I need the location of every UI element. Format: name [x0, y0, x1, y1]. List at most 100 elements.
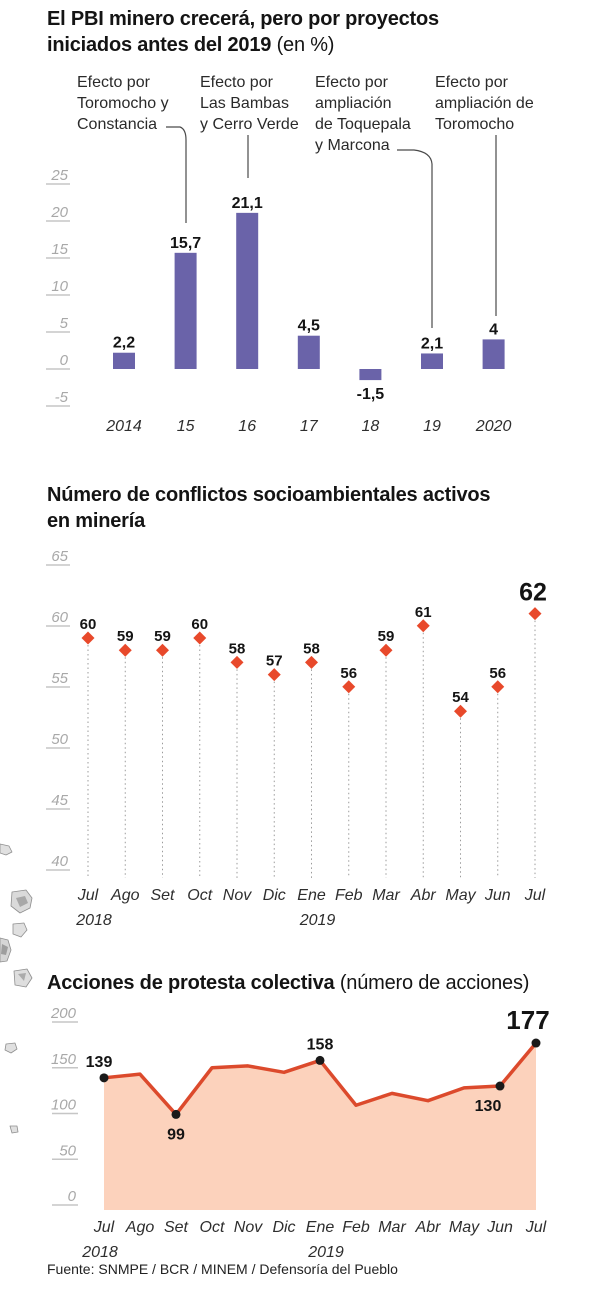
bar-value-label: 2,2: [113, 335, 135, 352]
pbi-bar-chart: 25 20 15 10 5 0 -5 2,2 2014 15,7 15 21,1 16 4,5 17 -1,5…: [46, 126, 512, 435]
y-tick-label: 45: [51, 792, 68, 809]
chart1-title-line1: El PBI minero crecerá, pero por proyecto…: [47, 8, 439, 30]
point-value-label: 59: [378, 628, 395, 645]
x-axis-label: Ago: [125, 1219, 155, 1236]
y-tick-label: 15: [51, 241, 68, 258]
point-value-label: 139: [86, 1054, 113, 1071]
x-axis-label: Oct: [200, 1219, 225, 1236]
bar: [359, 369, 382, 381]
point-value-label: 56: [489, 665, 506, 682]
y-tick-label: 55: [51, 670, 68, 687]
protests-area-chart: 200 150 100 50 0 139 99 158 130 177 Jul Ago Set Oct No…: [50, 1005, 550, 1261]
y-tick-label: 50: [59, 1142, 76, 1159]
x-axis-label: Nov: [223, 887, 252, 904]
bar-value-label: 4: [489, 321, 498, 338]
annotation: Efecto por ampliación de Toromocho: [435, 72, 534, 135]
chart3-title: Acciones de protesta colectiva (número d…: [47, 970, 587, 996]
bar: [297, 335, 320, 369]
point-value-label: 60: [80, 616, 97, 633]
x-axis-label: Oct: [187, 887, 212, 904]
highlight-value-label: 177: [506, 1005, 549, 1035]
chart3-title-bold: Acciones de protesta colectiva: [47, 972, 335, 994]
x-axis-label: Mar: [378, 1219, 406, 1236]
conflicts-scatter-chart: 65 60 55 50 45 40 60 Jul 59 Ago 59 Set 60 Oct 58 Nov 57 D…: [46, 548, 547, 929]
x-axis-label: Feb: [342, 1219, 370, 1236]
y-tick-label: 150: [51, 1051, 77, 1068]
point-value-label: 158: [307, 1036, 334, 1053]
x-axis-label: Jul: [524, 887, 546, 904]
annotation-line: Las Bambas: [200, 95, 289, 112]
bar: [174, 252, 197, 369]
point-value-label: 56: [340, 665, 357, 682]
point-value-label: 60: [191, 616, 208, 633]
highlight-value-label: 62: [519, 579, 547, 607]
annotation-line: ampliación de: [435, 95, 534, 112]
point-value-label: 58: [303, 640, 320, 657]
point-value-label: 59: [117, 628, 134, 645]
y-tick-label: 0: [68, 1188, 77, 1205]
x-axis-label: May: [445, 887, 476, 904]
annotation: Efecto por ampliación de Toquepala y Marcon…: [315, 72, 411, 156]
diamond-marker: [528, 607, 542, 621]
source-line: Fuente: SNMPE / BCR / MINEM / Defensoría…: [47, 1261, 398, 1277]
x-axis-label: Abr: [415, 1219, 442, 1236]
x-axis-label: 17: [300, 418, 319, 435]
data-point-dot: [495, 1081, 505, 1091]
annotation: Efecto por Toromocho y Constancia: [77, 72, 169, 135]
y-tick-label: 100: [51, 1097, 77, 1114]
annotation-connector: [397, 149, 433, 328]
x-axis-label: 19: [423, 418, 441, 435]
x-axis-label: Feb: [335, 887, 363, 904]
bar: [236, 212, 259, 369]
x-axis-label: Dic: [272, 1219, 295, 1236]
chart2-title-line2: en minería: [47, 510, 146, 532]
x-axis-label: 2020: [475, 418, 512, 435]
x-axis-label: Ene: [297, 887, 326, 904]
x-axis-year-label: 2019: [299, 912, 336, 929]
diamond-marker: [193, 631, 207, 645]
annotation-line: Toromocho: [435, 116, 515, 133]
bar-value-label: 2,1: [421, 335, 443, 352]
y-tick-label: 65: [51, 548, 68, 565]
diamond-marker: [379, 643, 393, 657]
bar-value-label: 21,1: [232, 195, 263, 212]
annotation-line: Toromocho y: [77, 95, 169, 112]
chart3-subtitle: (número de acciones): [339, 972, 530, 994]
diamond-marker: [118, 643, 132, 657]
x-axis-label: Set: [150, 887, 175, 904]
chart1-subtitle: (en %): [276, 34, 335, 56]
annotation-line: Efecto por: [315, 74, 388, 91]
x-axis-label: Jun: [486, 1219, 513, 1236]
data-point-dot: [171, 1109, 181, 1119]
x-axis-label: 18: [362, 418, 380, 435]
data-point-dot: [531, 1038, 541, 1048]
x-axis-year-label: 2018: [75, 912, 112, 929]
chart1-title: El PBI minero crecerá, pero por proyecto…: [47, 6, 527, 58]
x-axis-label: Dic: [263, 887, 286, 904]
chart1-title-line2: iniciados antes del 2019: [47, 34, 272, 56]
diamond-marker: [416, 619, 430, 633]
annotation-connector: [166, 126, 187, 223]
y-tick-label: 25: [50, 167, 68, 184]
bar: [482, 339, 505, 369]
x-axis-label: Abr: [410, 887, 437, 904]
chart2-title-line1: Número de conflictos socioambientales ac…: [47, 484, 491, 506]
diamond-marker: [491, 680, 505, 694]
point-value-label: 54: [452, 689, 469, 706]
diamond-marker: [267, 668, 281, 682]
diamond-marker: [156, 643, 169, 657]
y-tick-label: 40: [51, 853, 68, 870]
annotation-line: ampliación: [315, 95, 392, 112]
bar-value-label: -1,5: [357, 386, 385, 403]
x-axis-label: 15: [177, 418, 195, 435]
point-value-label: 59: [154, 628, 171, 645]
annotation-line: Efecto por: [200, 74, 273, 91]
diamond-marker: [342, 680, 356, 694]
annotation-line: de Toquepala: [315, 116, 411, 133]
torn-paper-decoration: [0, 843, 33, 1134]
bar-value-label: 4,5: [298, 318, 320, 335]
diamond-marker: [81, 631, 95, 645]
point-value-label: 57: [266, 653, 283, 670]
data-point-dot: [99, 1073, 109, 1083]
